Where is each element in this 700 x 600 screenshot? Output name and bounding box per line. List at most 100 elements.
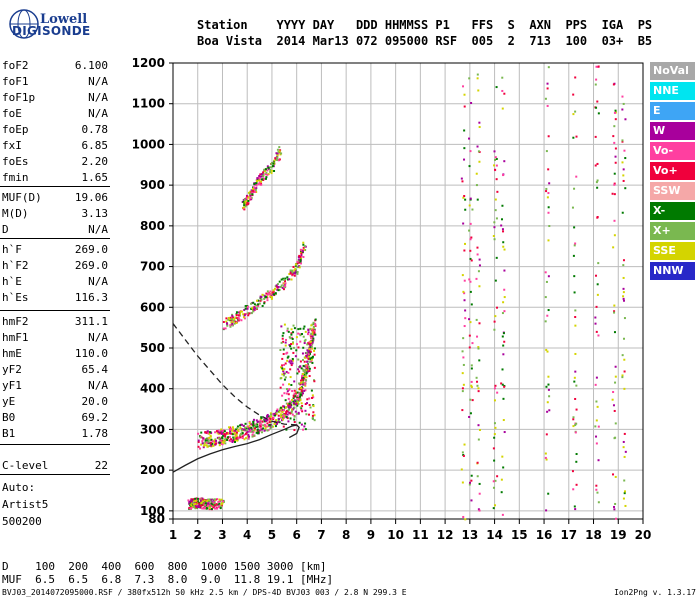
noise-point [574,76,577,79]
echo-point [247,437,250,440]
echo-point [307,331,310,334]
echo-point [201,440,204,443]
echo-point [304,330,307,333]
noise-point [462,85,465,88]
echo-point [243,433,246,436]
echo-point [309,406,312,409]
echo-point [310,328,313,331]
echo-point [279,149,282,152]
echo-point [305,369,308,372]
noise-point [545,348,548,351]
echo-point [240,423,243,426]
ionogram-chart: 1 2 3 4 5 6 7 8 9 10 11 12 13 14 15 16 17 18 19 20801002003… [132,56,652,542]
echo-point [291,408,294,411]
echo-point [270,172,273,175]
echo-point [302,243,305,246]
echo-point [289,337,292,340]
noise-point [469,398,472,401]
echo-point [297,368,300,371]
echo-point [311,361,314,364]
param-row-h-f2: h`F2 269.0 [2,258,108,274]
echo-point [295,349,298,352]
noise-point [574,431,577,434]
noise-point [469,280,472,283]
echo-point [251,193,254,196]
noise-point [461,481,464,484]
echo-point [285,410,288,413]
noise-point [614,147,617,150]
param-name: h`Es [2,291,29,304]
noise-point [501,312,504,315]
echo-point [252,426,255,429]
echo-point [283,367,286,370]
noise-point [478,509,481,512]
echo-point [207,439,210,442]
echo-point [195,501,198,504]
noise-point [469,222,472,225]
noise-point [594,425,597,428]
echo-point [215,430,218,433]
noise-point [621,108,624,111]
echo-point [260,183,263,186]
echo-point [291,337,294,340]
echo-point [218,437,221,440]
noise-point [594,83,597,86]
noise-point [477,390,480,393]
echo-point [293,327,296,330]
noise-point [469,257,472,260]
noise-point [471,208,474,211]
echo-point [308,367,311,370]
echo-point [282,277,285,280]
noise-point [622,174,625,177]
noise-point [612,135,615,138]
echo-point [294,410,297,413]
echo-point [273,412,276,415]
param-value: N/A [88,75,108,88]
echo-point [287,397,290,400]
echo-point [307,355,310,358]
echo-point [222,500,225,503]
param-value: 110.0 [74,347,108,360]
echo-point [290,411,293,414]
echo-point [277,289,280,292]
echo-point [306,402,309,405]
echo-point [300,377,303,380]
param-row-fxi: fxI 6.85 [2,138,108,154]
echo-point [280,413,283,416]
y-tick-label: 80 [148,512,165,526]
noise-point [462,383,465,386]
echo-point [288,360,291,363]
param-row-fof1p: foF1p N/A [2,90,108,106]
echo-point [289,412,292,415]
echo-point [277,151,280,154]
noise-point [468,229,471,232]
echo-point [284,282,287,285]
echo-point [290,328,293,331]
echo-point [294,403,297,406]
echo-point [272,413,275,416]
echo-point [309,344,312,347]
y-tick-label: 500 [140,341,165,355]
echo-point [264,427,267,430]
noise-point [476,145,479,148]
muf-table-distance-row: D 100 200 400 600 800 1000 1500 3000 [km… [2,560,327,573]
noise-point [544,97,547,100]
echo-point [312,321,315,324]
echo-point [288,383,291,386]
echo-point [300,387,303,390]
echo-point [297,332,300,335]
param-value: 20.0 [81,395,109,408]
echo-point [293,421,296,424]
echo-point [302,392,305,395]
param-value: 6.85 [81,139,109,152]
echo-point [254,307,257,310]
echo-point [260,180,263,183]
echo-point [250,307,253,310]
echo-point [227,432,230,435]
echo-point [290,360,293,363]
echo-point [292,395,295,398]
echo-point [276,283,279,286]
param-name: B0 [2,411,16,424]
echo-point [282,409,285,412]
echo-point [299,258,302,261]
